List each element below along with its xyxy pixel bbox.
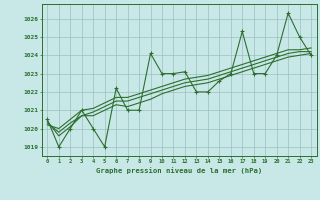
X-axis label: Graphe pression niveau de la mer (hPa): Graphe pression niveau de la mer (hPa) [96,167,262,174]
